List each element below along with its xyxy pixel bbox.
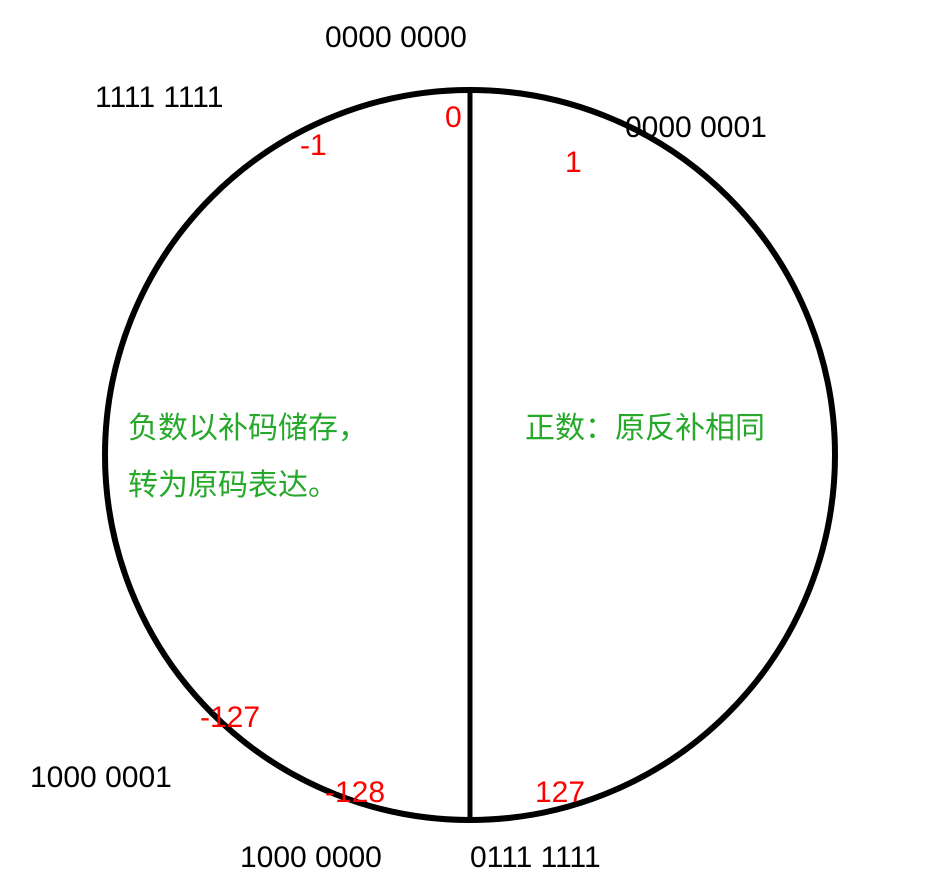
- binary-label-0111-1111: 0111 1111: [470, 840, 601, 876]
- binary-label-0000-0001: 0000 0001: [625, 110, 767, 146]
- decimal-label-neg127: -127: [200, 700, 260, 736]
- explain-negative-line2: 转为原码表达。: [128, 469, 338, 502]
- explain-negative-line1: 负数以补码储存，: [128, 412, 368, 445]
- decimal-label-127: 127: [535, 775, 585, 811]
- binary-label-1111-1111: 1111 1111: [95, 80, 223, 116]
- explain-positive: 正数：原反补相同: [525, 400, 765, 457]
- explain-negative: 负数以补码储存， 转为原码表达。: [128, 400, 368, 514]
- diagram-stage: 0000 0000 1111 1111 0000 0001 1000 0001 …: [0, 0, 935, 883]
- binary-label-1000-0001: 1000 0001: [30, 760, 172, 796]
- decimal-label-neg128: -128: [325, 775, 385, 811]
- binary-label-0000-0000: 0000 0000: [325, 20, 467, 56]
- binary-label-1000-0000: 1000 0000: [240, 840, 382, 876]
- decimal-label-1: 1: [565, 145, 582, 181]
- decimal-label-neg1: -1: [300, 128, 327, 164]
- decimal-label-0: 0: [445, 100, 462, 136]
